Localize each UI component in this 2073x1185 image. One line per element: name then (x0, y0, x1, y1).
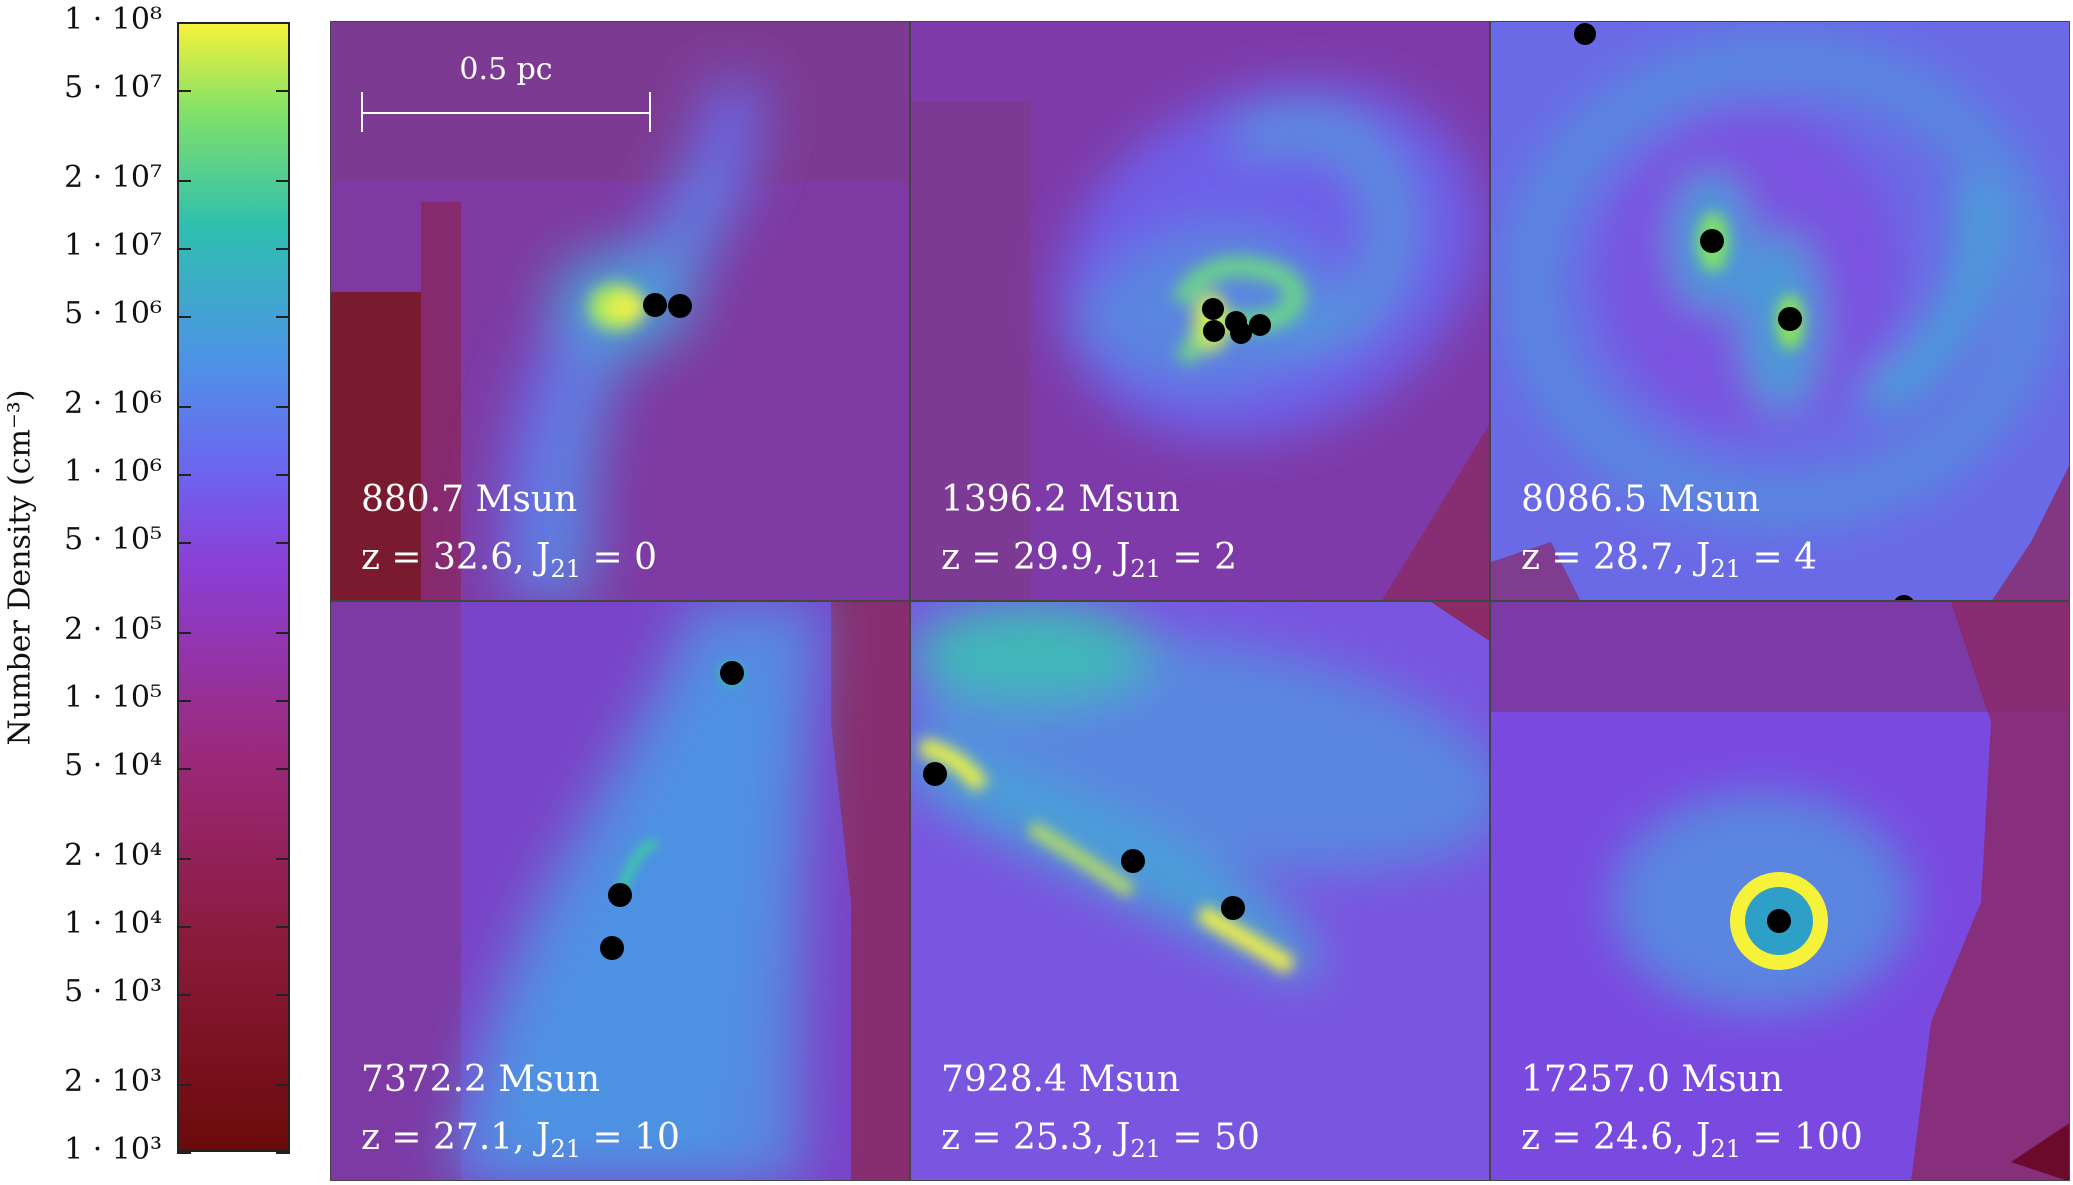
panel-grid: 0.5 pc 880.7 Msun z = 32.6, J21 = 0 (330, 21, 2073, 1183)
panel-mass-label: 1396.2 Msun (941, 479, 1181, 520)
panel-3: 8086.5 Msun z = 28.7, J21 = 4 (1490, 21, 2070, 601)
scale-bar: 0.5 pc (361, 52, 651, 142)
sink-particle (608, 883, 632, 907)
colorbar-tick-label: 5 · 10³ (64, 974, 162, 1010)
panel-redshift-label: z = 24.6, J21 = 100 (1521, 1117, 1863, 1163)
colorbar-tick-label: 2 · 10⁶ (64, 385, 162, 421)
colorbar-title: Number Density (cm⁻³) (2, 389, 38, 746)
sink-particle (668, 294, 692, 318)
colorbar-tick-label: 5 · 10⁷ (64, 70, 162, 106)
scale-bar-label: 0.5 pc (459, 52, 553, 87)
sink-particle (1221, 896, 1245, 920)
colorbar-tick-label: 1 · 10³ (64, 1132, 162, 1167)
sink-particle (923, 762, 947, 786)
sink-particle (1121, 849, 1145, 873)
panel-redshift-label: z = 32.6, J21 = 0 (361, 537, 658, 583)
sink-particle (1202, 298, 1224, 320)
sink-particle (1203, 320, 1225, 342)
colorbar-tick-label: 2 · 10⁴ (64, 837, 162, 873)
colorbar-tick-label: 2 · 10⁷ (64, 159, 162, 195)
sink-particle (1230, 322, 1252, 344)
sink-particle (1249, 314, 1271, 336)
panel-1: 0.5 pc 880.7 Msun z = 32.6, J21 = 0 (330, 21, 910, 601)
sink-particle (1767, 909, 1791, 933)
panel-redshift-label: z = 27.1, J21 = 10 (361, 1117, 680, 1163)
colorbar-tick-label: 1 · 10⁴ (64, 906, 162, 941)
panel-4: 7372.2 Msun z = 27.1, J21 = 10 (330, 601, 910, 1181)
panel-mass-label: 7928.4 Msun (941, 1059, 1181, 1100)
panel-2: 1396.2 Msun z = 29.9, J21 = 2 (910, 21, 1490, 601)
sink-particle (643, 293, 667, 317)
panel-mass-label: 7372.2 Msun (361, 1059, 601, 1100)
colorbar-tick-label: 1 · 10⁷ (64, 228, 162, 263)
colorbar-tick-label: 1 · 10⁶ (64, 454, 162, 489)
panel-mass-label: 8086.5 Msun (1521, 479, 1761, 520)
panel-redshift-label: z = 28.7, J21 = 4 (1521, 537, 1818, 583)
panel-mass-label: 880.7 Msun (361, 479, 578, 520)
sink-particle (1778, 307, 1802, 331)
colorbar-tick-label: 5 · 10⁴ (64, 748, 162, 784)
panel-redshift-label: z = 25.3, J21 = 50 (941, 1117, 1260, 1163)
colorbar-tick-label: 5 · 10⁶ (64, 296, 162, 332)
panel-5: 7928.4 Msun z = 25.3, J21 = 50 (910, 601, 1490, 1181)
colorbar-tick-label: 1 · 10⁸ (64, 2, 162, 37)
sink-particle (720, 661, 744, 685)
colorbar (177, 22, 290, 1152)
panel-redshift-label: z = 29.9, J21 = 2 (941, 537, 1238, 583)
sink-particle (1894, 595, 1914, 600)
sink-particle (1574, 23, 1596, 45)
panel-6: 17257.0 Msun z = 24.6, J21 = 100 (1490, 601, 2070, 1181)
sink-particle (600, 936, 624, 960)
colorbar-tick-label: 2 · 10³ (64, 1063, 162, 1099)
sink-particle (1700, 229, 1724, 253)
colorbar-tick-label: 5 · 10⁵ (64, 522, 162, 558)
colorbar-tick-label: 1 · 10⁵ (64, 680, 162, 715)
colorbar-tick-label: 2 · 10⁵ (64, 611, 162, 647)
panel-mass-label: 17257.0 Msun (1521, 1059, 1784, 1100)
